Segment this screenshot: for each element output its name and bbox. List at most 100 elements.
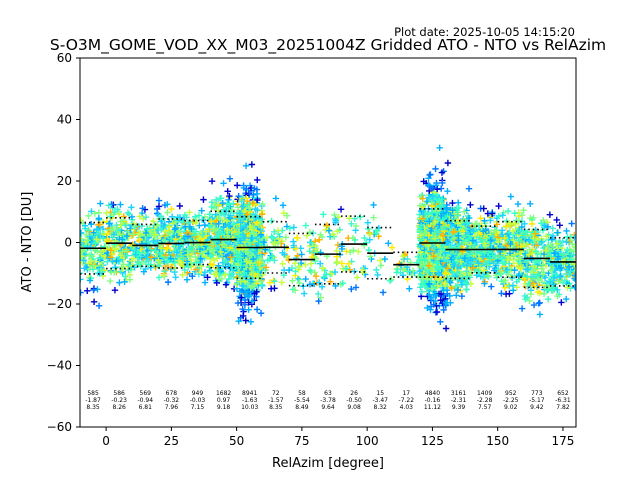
scatter-point [385,240,392,247]
scatter-point [113,257,120,265]
scatter-point [142,213,150,221]
scatter-point [212,200,219,208]
y-tick-label: −60 [47,420,72,434]
scatter-point [294,252,301,260]
bin-mean-label: -0.94 [137,397,153,404]
scatter-point [332,217,340,224]
scatter-point [183,229,190,237]
bin-std-label: 9.08 [347,404,361,411]
scatter-point [91,210,98,217]
scatter-point [94,286,101,293]
scatter-point [123,252,131,259]
scatter-points [80,144,576,332]
bin-mean-label: -7.22 [399,397,415,404]
scatter-point [92,240,99,247]
scatter-point [302,261,309,268]
scatter-point [230,221,237,228]
x-tick-label: 50 [229,434,244,448]
scatter-point [346,248,354,256]
scatter-point [257,231,265,238]
bin-mean-label: -2.31 [451,397,467,404]
scatter-point [226,200,233,208]
scatter-point [219,229,227,237]
scatter-point [213,235,220,242]
scatter-point [306,281,314,288]
scatter-point [200,196,207,203]
scatter-point [164,278,172,286]
scatter-point [417,284,424,291]
scatter-point [110,231,118,238]
scatter-point [286,225,294,232]
scatter-point [269,253,276,260]
scatter-point [306,248,313,255]
scatter-point [104,230,111,238]
scatter-point [137,253,144,260]
scatter-point [331,268,339,276]
bin-std-label: 11.12 [424,404,441,411]
scatter-point [298,251,305,258]
scatter-point [86,252,93,259]
scatter-point [143,253,150,260]
scatter-point [406,285,413,292]
scatter-point [184,247,191,255]
scatter-point [274,227,282,234]
scatter-point [351,268,358,275]
scatter-point [348,285,355,293]
scatter-point [213,279,220,286]
scatter-point [202,232,210,240]
scatter-point [211,225,218,232]
scatter-point [126,276,134,283]
scatter-point [264,257,271,264]
scatter-point [208,214,216,222]
scatter-point [116,279,123,286]
scatter-point [361,234,368,242]
scatter-point [216,195,224,202]
scatter-point [201,279,209,286]
scatter-point [136,230,143,237]
scatter-point [323,271,330,278]
scatter-point [388,276,395,283]
scatter-point [315,297,322,305]
scatter-point [84,237,91,244]
scatter-point [95,215,103,222]
scatter-point [312,255,319,262]
scatter-point [84,287,91,295]
scatter-point [216,214,223,222]
bin-std-label: 9.64 [321,404,335,411]
scatter-point [130,220,138,227]
scatter-point [208,203,215,211]
scatter-point [136,249,143,256]
scatter-point [355,248,362,255]
scatter-point [225,275,233,283]
scatter-point [285,266,293,274]
scatter-point [213,245,221,252]
scatter-point [184,263,192,271]
scatter-point [155,203,163,210]
scatter-point [348,220,355,228]
scatter-point [145,238,152,245]
bin-mean-label: -0.50 [346,397,362,404]
scatter-point [280,210,287,217]
scatter-point [115,210,123,218]
scatter-point [88,221,95,228]
scatter-point [332,282,339,290]
scatter-point [319,265,327,272]
scatter-point [160,223,167,230]
scatter-point [196,222,203,229]
scatter-point [325,227,333,234]
scatter-point [81,222,89,229]
scatter-point [394,266,401,273]
scatter-point [307,260,315,267]
bin-std-label: 8.32 [374,404,388,411]
bin-count-label: 58 [298,390,306,397]
scatter-point [126,225,134,232]
scatter-point [370,214,377,221]
bin-std-label: 8.26 [112,404,126,411]
scatter-point [220,180,227,187]
scatter-point [129,245,136,253]
scatter-point [192,228,200,235]
scatter-point [409,267,417,274]
scatter-point [283,212,291,219]
scatter-point [294,234,301,242]
